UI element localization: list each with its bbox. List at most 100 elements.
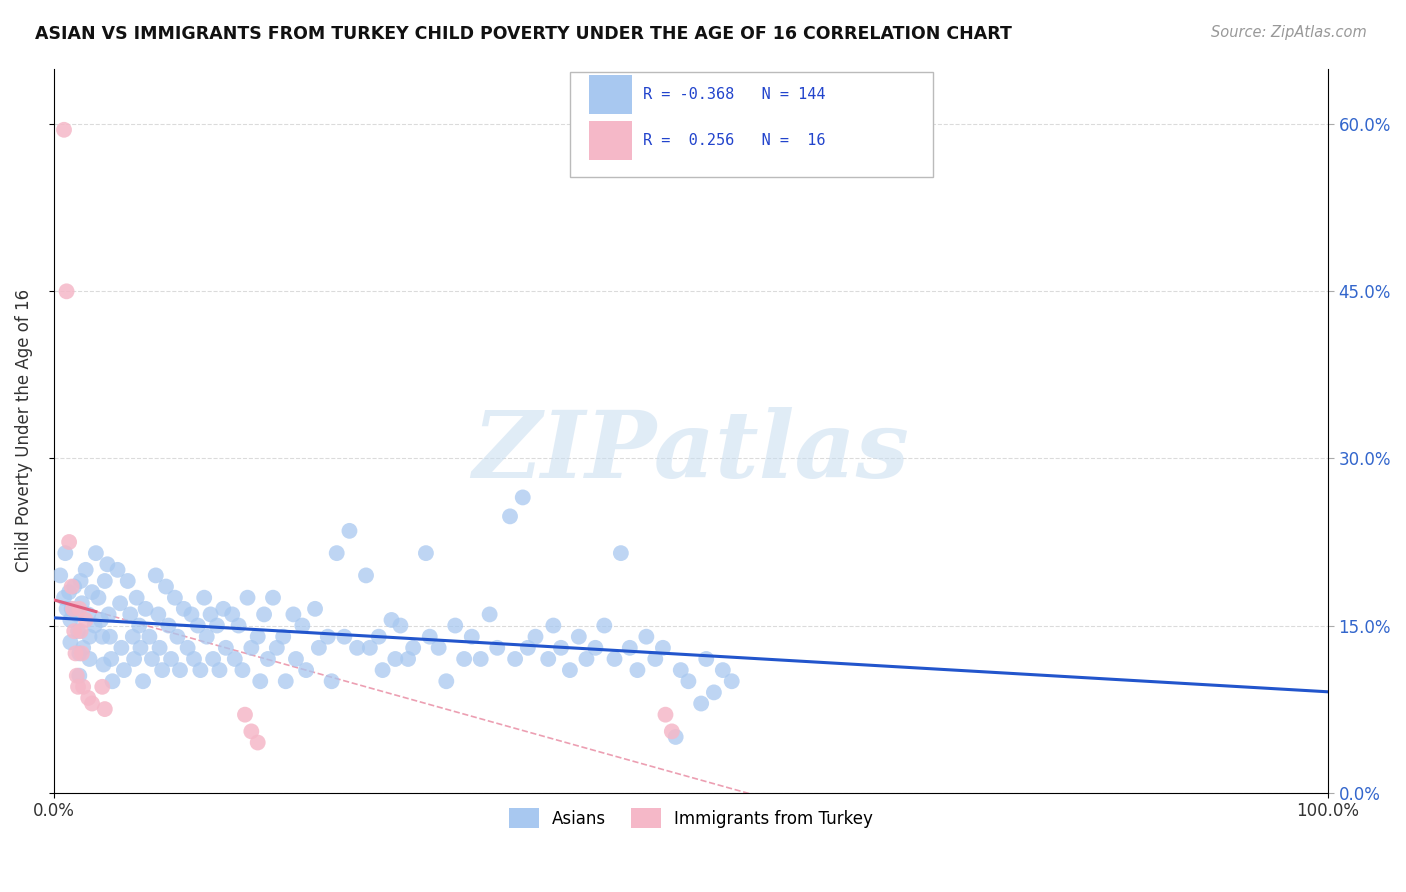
Point — [75, 613, 97, 627]
Point — [291, 618, 314, 632]
Point — [49, 568, 72, 582]
Point — [321, 674, 343, 689]
Point — [384, 652, 406, 666]
Point — [619, 640, 641, 655]
Point — [67, 668, 90, 682]
Point — [212, 602, 235, 616]
Point — [97, 607, 120, 622]
Point — [359, 640, 381, 655]
FancyBboxPatch shape — [589, 121, 633, 161]
Point — [55, 602, 77, 616]
Point — [60, 580, 83, 594]
FancyBboxPatch shape — [569, 72, 934, 178]
Point — [91, 630, 114, 644]
Point — [59, 613, 82, 627]
Point — [84, 546, 107, 560]
Point — [246, 630, 269, 644]
Point — [644, 652, 666, 666]
Point — [215, 640, 238, 655]
Point — [67, 602, 90, 616]
Point — [65, 647, 87, 661]
Point — [83, 618, 105, 632]
Point — [120, 607, 142, 622]
Point — [665, 730, 688, 744]
Point — [461, 630, 484, 644]
Point — [101, 674, 124, 689]
Point — [138, 630, 160, 644]
Point — [98, 630, 121, 644]
Point — [163, 591, 186, 605]
Point — [240, 724, 263, 739]
Point — [583, 640, 606, 655]
Point — [427, 640, 450, 655]
Point — [180, 607, 202, 622]
Point — [389, 618, 412, 632]
Point — [148, 607, 170, 622]
Point — [166, 630, 188, 644]
Point — [67, 647, 90, 661]
Point — [661, 724, 683, 739]
Point — [253, 607, 276, 622]
Point — [304, 602, 326, 616]
Point — [603, 652, 626, 666]
Point — [200, 607, 222, 622]
Point — [112, 663, 135, 677]
Point — [271, 630, 294, 644]
Legend: Asians, Immigrants from Turkey: Asians, Immigrants from Turkey — [502, 801, 880, 835]
Point — [69, 574, 91, 588]
Point — [208, 663, 231, 677]
Point — [63, 624, 86, 639]
Point — [160, 652, 183, 666]
Point — [67, 680, 90, 694]
FancyBboxPatch shape — [589, 75, 633, 114]
Point — [67, 624, 90, 639]
Point — [122, 652, 145, 666]
Point — [110, 640, 132, 655]
Point — [367, 630, 389, 644]
Point — [626, 663, 648, 677]
Point — [195, 630, 218, 644]
Point — [396, 652, 419, 666]
Point — [228, 618, 250, 632]
Point — [70, 647, 93, 661]
Point — [308, 640, 330, 655]
Point — [108, 596, 131, 610]
Point — [371, 663, 394, 677]
Point — [415, 546, 437, 560]
Point — [575, 652, 598, 666]
Point — [72, 640, 94, 655]
Point — [654, 707, 676, 722]
Point — [610, 546, 633, 560]
Point — [512, 491, 534, 505]
Point — [117, 574, 139, 588]
Point — [94, 702, 117, 716]
Point — [499, 509, 522, 524]
Point — [202, 652, 225, 666]
Point — [150, 663, 173, 677]
Point — [636, 630, 658, 644]
Point — [246, 735, 269, 749]
Text: R =  0.256   N =  16: R = 0.256 N = 16 — [643, 133, 825, 148]
Text: ZIPatlas: ZIPatlas — [472, 408, 910, 498]
Y-axis label: Child Poverty Under the Age of 16: Child Poverty Under the Age of 16 — [15, 289, 32, 572]
Point — [558, 663, 581, 677]
Point — [354, 568, 377, 582]
Point — [145, 568, 167, 582]
Point — [53, 546, 76, 560]
Point — [516, 640, 538, 655]
Point — [107, 563, 129, 577]
Point — [224, 652, 246, 666]
Point — [453, 652, 475, 666]
Point — [262, 591, 284, 605]
Text: Source: ZipAtlas.com: Source: ZipAtlas.com — [1211, 25, 1367, 40]
Point — [434, 674, 457, 689]
Point — [333, 630, 356, 644]
Point — [593, 618, 616, 632]
Point — [240, 640, 263, 655]
Point — [155, 580, 177, 594]
Point — [295, 663, 318, 677]
Point — [79, 652, 101, 666]
Point — [703, 685, 725, 699]
Point — [711, 663, 734, 677]
Point — [720, 674, 742, 689]
